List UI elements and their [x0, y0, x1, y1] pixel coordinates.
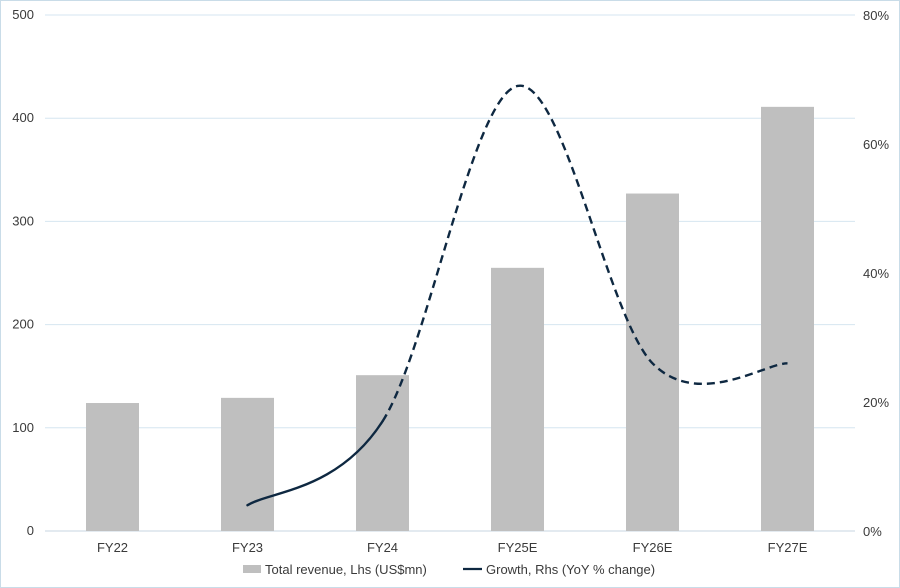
bar-fy25e: [491, 267, 544, 531]
bar-series-total-revenue: [86, 106, 814, 532]
x-tick-label: FY22: [97, 540, 128, 555]
y-axis-left: 0 100 200 300 400 500: [12, 7, 34, 538]
y-axis-right: 0% 20% 40% 60% 80%: [863, 8, 889, 539]
line-series-growth: [246, 84, 788, 507]
y-left-tick-label: 0: [27, 523, 34, 538]
growth-line-actual: [246, 420, 384, 507]
x-axis: FY22 FY23 FY24 FY25E FY26E FY27E: [97, 540, 808, 555]
x-tick-label: FY25E: [498, 540, 538, 555]
legend-label-total-revenue: Total revenue, Lhs (US$mn): [265, 562, 427, 577]
y-right-tick-label: 40%: [863, 266, 889, 281]
legend-label-growth: Growth, Rhs (YoY % change): [486, 562, 655, 577]
x-tick-label: FY24: [367, 540, 398, 555]
bar-fy23: [221, 397, 274, 531]
y-right-tick-label: 80%: [863, 8, 889, 23]
gridlines: [45, 14, 855, 532]
y-left-tick-label: 500: [12, 7, 34, 22]
bar-fy24: [356, 375, 409, 531]
y-left-tick-label: 100: [12, 420, 34, 435]
bar-fy27e: [761, 106, 814, 532]
bar-fy22: [86, 403, 139, 531]
x-tick-label: FY26E: [633, 540, 673, 555]
legend-swatch-total-revenue: [243, 565, 261, 573]
y-right-tick-label: 60%: [863, 137, 889, 152]
x-tick-label: FY23: [232, 540, 263, 555]
y-right-tick-label: 0%: [863, 524, 882, 539]
x-tick-label: FY27E: [768, 540, 808, 555]
growth-line-estimate: [381, 84, 788, 422]
y-left-tick-label: 400: [12, 110, 34, 125]
y-left-tick-label: 300: [12, 213, 34, 228]
y-left-tick-label: 200: [12, 317, 34, 332]
legend: Total revenue, Lhs (US$mn) Growth, Rhs (…: [243, 562, 655, 577]
y-right-tick-label: 20%: [863, 395, 889, 410]
